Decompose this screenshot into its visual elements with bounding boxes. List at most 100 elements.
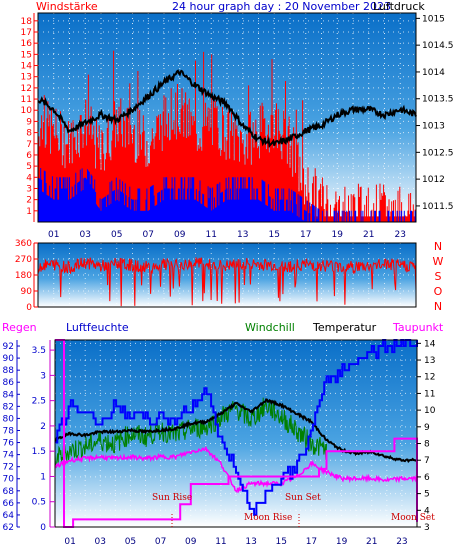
wind-tick-label: 12: [21, 84, 32, 94]
rain-tick-label: 2.5: [32, 397, 46, 407]
sun-set-label: Sun Set: [285, 493, 321, 503]
pressure-tick-label: 1014.5: [422, 41, 454, 51]
humidity-tick-label: 84: [3, 390, 15, 400]
hour-tick-label: 15: [276, 537, 287, 547]
humidity-tick-label: 76: [3, 439, 15, 449]
humidity-temperature-series: [54, 339, 418, 528]
compass-label: W: [433, 255, 444, 268]
rain-tick-label: 0: [40, 523, 46, 533]
humidity-tick-label: 66: [3, 499, 15, 509]
pressure-line: [37, 69, 417, 149]
hour-tick-label: 09: [174, 230, 186, 240]
rain-tick-label: 1: [40, 472, 46, 482]
wind-tick-label: 16: [21, 39, 33, 49]
humidity-tick-label: 70: [3, 475, 15, 485]
humidity-tick-label: 82: [3, 402, 14, 412]
wind-tick-label: 5: [26, 162, 32, 172]
pressure-tick-label: 1015: [422, 14, 445, 24]
rain-tick-label: 0.5: [32, 498, 46, 508]
hour-tick-label: 03: [80, 230, 91, 240]
wind-tick-label: 18: [21, 17, 33, 27]
legend-dewpoint: Taupunkt: [392, 321, 444, 334]
direction-degree-ticks: 0 90 180 270 360: [15, 239, 38, 313]
direction-tick-label: 0: [26, 303, 32, 313]
chart-title: 24 hour graph day : 20 November 2023: [172, 0, 391, 13]
wind-pressure-frame: [37, 12, 417, 223]
wind-tick-label: 3: [26, 184, 32, 194]
temperature-tick-label: 8: [424, 440, 430, 450]
wind-tick-label: 14: [21, 62, 33, 72]
hour-tick-label: 05: [125, 537, 136, 547]
pressure-tick-label: 1013: [422, 122, 445, 132]
rain-tick-label: 3: [40, 371, 46, 381]
hour-tick-label: 07: [143, 230, 154, 240]
hour-tick-label: 11: [206, 230, 217, 240]
wind-tick-label: 10: [21, 106, 33, 116]
hour-tick-label: 17: [306, 537, 317, 547]
wind-tick-label: 8: [26, 129, 32, 139]
moon-rise-label: Moon Rise: [244, 513, 292, 523]
wind-tick-label: 13: [21, 73, 32, 83]
compass-label: N: [434, 300, 442, 313]
direction-tick-label: 90: [21, 287, 33, 297]
humidity-tick-label: 68: [3, 487, 15, 497]
wind-axis-title: Windstärke: [36, 0, 98, 13]
temperature-tick-label: 6: [424, 473, 430, 483]
hour-tick-label: 09: [185, 537, 197, 547]
pressure-tick-label: 1012.5: [422, 148, 454, 158]
humidity-tick-label: 74: [3, 451, 15, 461]
hour-tick-label: 13: [237, 230, 248, 240]
hour-axis-ticks-bottom: 01 03 05 07 09 11 13 15 17 19 21 23: [64, 537, 407, 547]
sun-rise-label: Sun Rise: [152, 493, 192, 503]
wind-direction-plot-area: [38, 243, 416, 307]
pressure-axis-title: Luftdruck: [373, 0, 425, 13]
rain-tick-label: 1.5: [32, 447, 46, 457]
wind-tick-label: 7: [26, 140, 32, 150]
compass-label: N: [434, 240, 442, 253]
hour-tick-label: 11: [215, 537, 226, 547]
humidity-tick-label: 78: [3, 426, 15, 436]
hour-tick-label: 07: [155, 537, 166, 547]
humidity-temperature-frame: [54, 339, 418, 528]
humidity-tick-label: 86: [3, 378, 15, 388]
direction-tick-label: 360: [15, 239, 32, 249]
pressure-tick-label: 1011.5: [422, 202, 454, 212]
rain-tick-label: 3.5: [32, 346, 46, 356]
humidity-tick-label: 72: [3, 463, 14, 473]
hour-tick-label: 21: [363, 230, 374, 240]
hour-tick-label: 15: [269, 230, 280, 240]
temperature-tick-label: 7: [424, 456, 430, 466]
hour-tick-label: 03: [95, 537, 106, 547]
hour-tick-label: 21: [366, 537, 377, 547]
temperature-tick-label: 5: [424, 490, 430, 500]
hour-tick-label: 01: [64, 537, 75, 547]
temperature-line: [54, 398, 418, 464]
wind-tick-label: 6: [26, 151, 32, 161]
temperature-tick-label: 9: [424, 423, 430, 433]
rain-tick-label: 2: [40, 422, 46, 432]
hour-tick-label: 13: [245, 537, 256, 547]
hour-tick-label: 23: [395, 230, 406, 240]
pressure-axis-ticks: 1011.5 1012 1012.5 1013 1013.5 1014 1014.5 1015: [416, 14, 454, 212]
rain-line: [55, 339, 418, 528]
wind-tick-label: 4: [26, 173, 32, 183]
wind-tick-label: 11: [21, 95, 32, 105]
legend-humidity: Luftfeuchte: [66, 321, 129, 334]
wind-tick-label: 17: [21, 28, 32, 38]
hour-tick-label: 17: [300, 230, 311, 240]
temperature-tick-label: 3: [424, 523, 430, 533]
temperature-tick-label: 10: [424, 406, 436, 416]
wind-pressure-series: [37, 50, 417, 222]
humidity-axis-ticks: 62 64 66 68 70 72 74 76 78 80 82 84 86 88 90 92: [3, 340, 20, 533]
pressure-tick-label: 1012: [422, 175, 445, 185]
compass-label: S: [435, 270, 442, 283]
humidity-tick-label: 88: [3, 366, 15, 376]
direction-tick-label: 180: [15, 271, 32, 281]
moon-set-label: Moon Set: [391, 513, 435, 523]
hour-tick-label: 19: [336, 537, 348, 547]
wind-tick-label: 9: [26, 117, 32, 127]
wind-tick-label: 1: [26, 207, 32, 217]
